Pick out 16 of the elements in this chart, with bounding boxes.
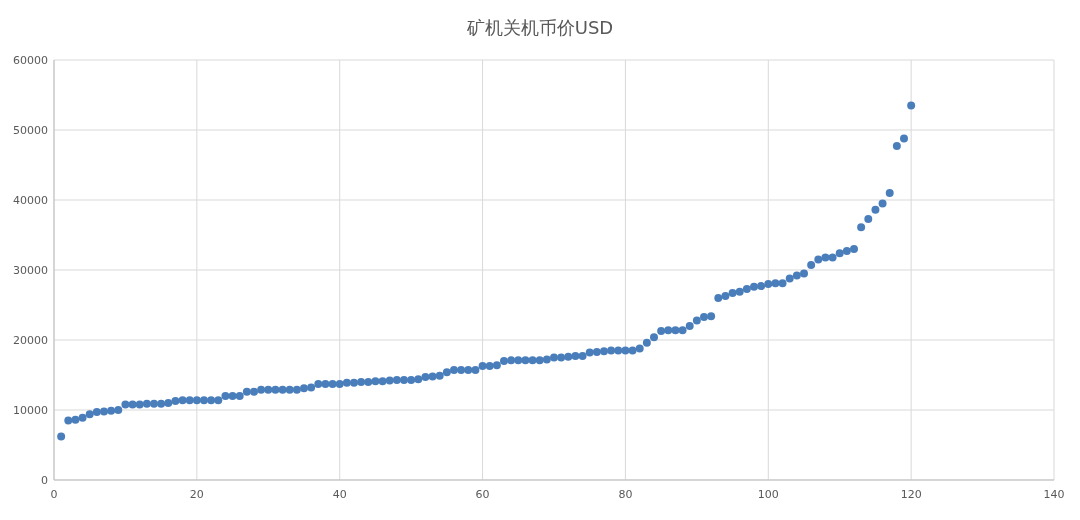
x-tick-label: 100 [757, 488, 779, 501]
y-tick-label: 50000 [13, 124, 48, 137]
y-tick-label: 0 [41, 474, 48, 487]
y-tick-label: 60000 [13, 54, 48, 67]
y-tick-label: 20000 [13, 334, 48, 347]
x-tick-label: 0 [50, 488, 58, 501]
x-tick-label: 60 [475, 488, 490, 501]
x-tick-label: 20 [189, 488, 204, 501]
x-tick-label: 120 [900, 488, 922, 501]
x-tick-label: 140 [1043, 488, 1065, 501]
y-tick-label: 10000 [13, 404, 48, 417]
y-tick-label: 30000 [13, 264, 48, 277]
y-tick-label: 40000 [13, 194, 48, 207]
chart-title: 矿机关机币价USD [465, 17, 614, 38]
x-tick-label: 80 [618, 488, 633, 501]
x-tick-label: 40 [332, 488, 347, 501]
